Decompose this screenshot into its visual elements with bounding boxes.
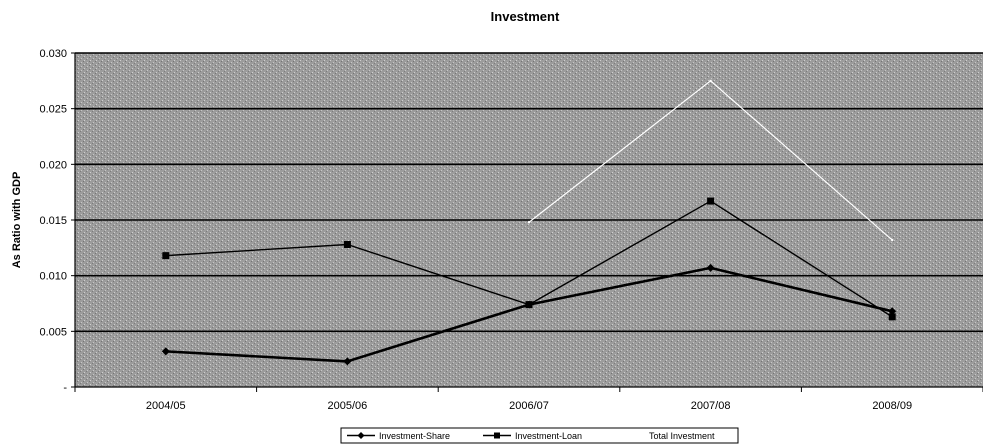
data-point <box>343 240 351 248</box>
data-point <box>891 238 894 242</box>
y-tick-label: 0.015 <box>39 215 67 227</box>
data-point <box>707 197 715 205</box>
y-tick-label: 0.005 <box>39 326 67 338</box>
data-point <box>527 221 531 224</box>
legend-marker <box>357 432 365 439</box>
legend-label: Total Investment <box>649 431 715 441</box>
y-tick-label: 0.020 <box>39 159 67 171</box>
data-point <box>706 263 715 272</box>
data-point <box>162 252 170 260</box>
y-tick-label: 0.025 <box>39 104 67 116</box>
data-point <box>888 313 896 321</box>
x-tick-label: 2005/06 <box>328 400 368 412</box>
legend-box <box>340 427 739 444</box>
x-tick-label: 2007/08 <box>691 400 731 412</box>
data-point <box>709 79 712 83</box>
y-tick-label: - <box>63 382 67 394</box>
data-point <box>161 347 170 356</box>
data-point <box>525 301 533 309</box>
data-point <box>343 357 352 366</box>
x-tick-label: 2006/07 <box>509 400 549 412</box>
y-tick-label: 0.030 <box>39 48 67 60</box>
legend: Investment-Share Investment-Loan Total Inv… <box>340 427 739 444</box>
x-tick-label: 2004/05 <box>146 400 186 412</box>
x-tick-label: 2008/09 <box>872 400 912 412</box>
y-axis-label: As Ratio with GDP <box>11 172 23 269</box>
legend-label: Investment-Loan <box>515 431 582 441</box>
y-tick-label: 0.010 <box>39 271 67 283</box>
legend-label: Investment-Share <box>379 431 450 441</box>
chart-title: Investment <box>491 9 560 24</box>
data-point <box>888 307 897 316</box>
legend-marker <box>494 432 500 439</box>
